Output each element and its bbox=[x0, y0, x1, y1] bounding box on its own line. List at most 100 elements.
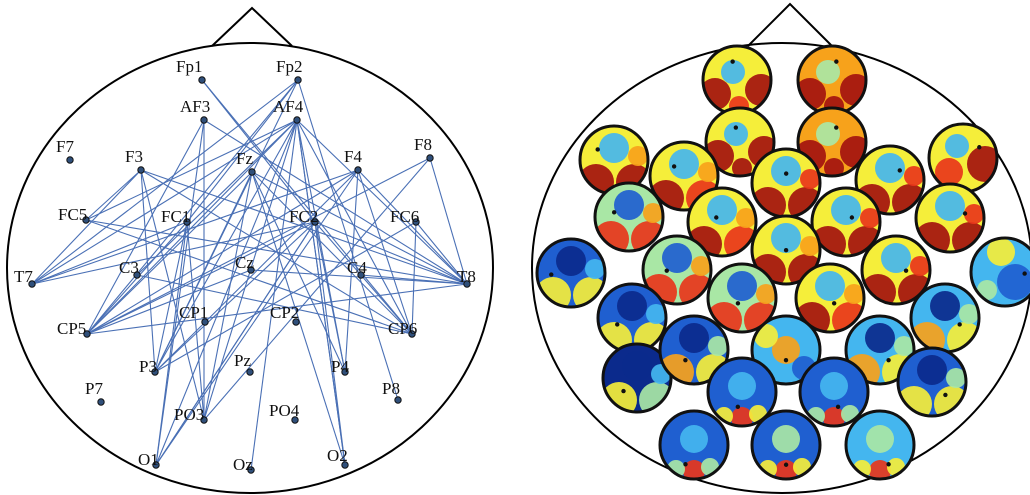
connection-line-F4-T8 bbox=[357, 169, 468, 285]
connection-line-FC1-P3 bbox=[154, 221, 188, 373]
electrode-label-F8: F8 bbox=[414, 135, 432, 154]
topomap-marker-P4 bbox=[886, 357, 891, 363]
electrode-labels: Fp1 Fp2 AF3 AF4 F7 F3 Fz F4 F8 FC5 FC1 FC2 FC6 T7 C3 Cz… bbox=[14, 57, 476, 474]
electrode-node-FC2 bbox=[311, 218, 319, 226]
connection-line-AF4-T8 bbox=[296, 119, 468, 285]
electrode-nodes bbox=[28, 76, 471, 474]
topomap-marker-C3 bbox=[664, 268, 669, 273]
electrode-label-CP1: CP1 bbox=[179, 303, 208, 322]
electrode-label-P8: P8 bbox=[382, 379, 400, 398]
connection-line-FC1-PO3 bbox=[186, 221, 205, 421]
electrode-node-F7 bbox=[66, 156, 74, 164]
topomap-O1 bbox=[658, 409, 730, 481]
connection-line-C3-CP6 bbox=[136, 274, 413, 335]
topomap-marker-CP6 bbox=[957, 322, 962, 327]
topomap-marker-C4 bbox=[903, 268, 909, 273]
electrode-node-CP6 bbox=[408, 330, 416, 338]
electrode-label-PO4: PO4 bbox=[269, 401, 300, 420]
connection-line-O1-FC2 bbox=[155, 221, 316, 466]
electrode-node-CP5 bbox=[83, 330, 91, 338]
connection-line-F3-FC5 bbox=[85, 169, 142, 221]
electrode-node-CP2 bbox=[292, 318, 300, 326]
topomap-marker-Fz bbox=[783, 171, 789, 176]
connection-line-FC2-T8 bbox=[314, 221, 468, 285]
connection-line-AF4-Oz bbox=[250, 119, 298, 471]
topomap-F8 bbox=[927, 122, 999, 194]
electrode-node-CP1 bbox=[201, 318, 209, 326]
topomap-head-panel bbox=[531, 2, 1030, 494]
connection-line-AF4-T7 bbox=[31, 119, 298, 285]
electrode-label-F3: F3 bbox=[125, 147, 143, 166]
topomap-marker-Fp1 bbox=[730, 59, 735, 64]
electrode-node-C3 bbox=[133, 271, 141, 279]
electrode-label-CP5: CP5 bbox=[57, 319, 86, 338]
electrode-node-P3 bbox=[151, 368, 159, 376]
electrode-label-F7: F7 bbox=[56, 137, 74, 156]
topomap-marker-Pz bbox=[783, 357, 789, 363]
electrode-label-AF3: AF3 bbox=[180, 97, 210, 116]
topomap-marker-CP1 bbox=[735, 301, 741, 306]
connection-line-Fz-CP5 bbox=[86, 171, 253, 335]
topomap-FC2 bbox=[810, 186, 882, 258]
electrode-label-Cz: Cz bbox=[235, 253, 254, 272]
topomap-marker-AF3 bbox=[733, 125, 739, 130]
topomap-grid bbox=[535, 44, 1030, 481]
topomap-Oz bbox=[750, 409, 822, 481]
connection-line-AF4-O1 bbox=[155, 119, 298, 466]
topomap-marker-F3 bbox=[671, 164, 677, 169]
connection-line-F8-CP5 bbox=[86, 157, 431, 335]
topomap-marker-FC1 bbox=[714, 215, 719, 220]
connection-line-AF3-O1 bbox=[155, 119, 205, 466]
connection-line-FC2-CP5 bbox=[86, 221, 316, 335]
electrode-label-Fp2: Fp2 bbox=[276, 57, 302, 76]
topomap-marker-P7 bbox=[621, 388, 626, 394]
electrode-node-F4 bbox=[354, 166, 362, 174]
connection-line-Fz-O2 bbox=[251, 171, 346, 466]
topomap-AF3 bbox=[704, 106, 776, 178]
electrode-label-T8: T8 bbox=[457, 267, 476, 286]
connection-line-O2-AF4 bbox=[296, 119, 346, 466]
electrode-label-Fp1: Fp1 bbox=[176, 57, 202, 76]
connection-line-FC2-O2 bbox=[314, 221, 346, 466]
connection-line-T7-FC1 bbox=[31, 221, 188, 285]
connection-line-AF4-P3 bbox=[154, 119, 298, 373]
connection-line-F4-T7 bbox=[31, 169, 359, 285]
electrode-label-FC6: FC6 bbox=[390, 207, 419, 226]
electrode-label-P7: P7 bbox=[85, 379, 103, 398]
electrode-node-AF4 bbox=[293, 116, 301, 124]
connection-line-AF4-C3 bbox=[136, 119, 298, 276]
electrode-node-FC5 bbox=[82, 216, 90, 224]
electrode-node-O1 bbox=[152, 461, 160, 469]
connection-line-FC6-T8 bbox=[415, 221, 468, 285]
electrode-node-O2 bbox=[341, 461, 349, 469]
connection-line-AF4-CP5 bbox=[86, 119, 298, 335]
electrode-node-Cz bbox=[247, 266, 255, 274]
topomap-marker-PO4 bbox=[835, 404, 841, 410]
electrode-node-Pz bbox=[246, 368, 254, 376]
electrode-node-FC6 bbox=[412, 218, 420, 226]
connection-line-Fz-CP6 bbox=[251, 171, 413, 335]
electrode-label-F4: F4 bbox=[344, 147, 362, 166]
electrode-node-AF3 bbox=[200, 116, 208, 124]
electrode-label-O2: O2 bbox=[327, 446, 348, 465]
topomap-marker-O2 bbox=[886, 462, 891, 467]
electrode-label-O1: O1 bbox=[138, 450, 159, 469]
connection-line-F4-P4 bbox=[344, 169, 359, 373]
topomap-AF4 bbox=[796, 106, 868, 178]
connection-line-FC2-T7 bbox=[31, 221, 316, 285]
electrode-label-T7: T7 bbox=[14, 267, 33, 286]
electrode-label-Oz: Oz bbox=[233, 455, 253, 474]
electrode-node-Fp1 bbox=[198, 76, 206, 84]
topomap-marker-P3 bbox=[683, 357, 688, 363]
connection-line-F8-T8 bbox=[429, 157, 468, 285]
topomap-marker-Fp2 bbox=[834, 59, 839, 64]
topomap-marker-PO3 bbox=[735, 404, 741, 410]
topomap-marker-T7 bbox=[549, 272, 554, 277]
electrode-node-P8 bbox=[394, 396, 402, 404]
topomap-marker-AF4 bbox=[834, 125, 839, 130]
connection-line-FC2-P3 bbox=[154, 221, 316, 373]
connection-line-F4-P3 bbox=[154, 169, 359, 373]
electrode-label-FC5: FC5 bbox=[58, 205, 87, 224]
electrode-node-Fp2 bbox=[294, 76, 302, 84]
electrode-label-C3: C3 bbox=[119, 258, 139, 277]
